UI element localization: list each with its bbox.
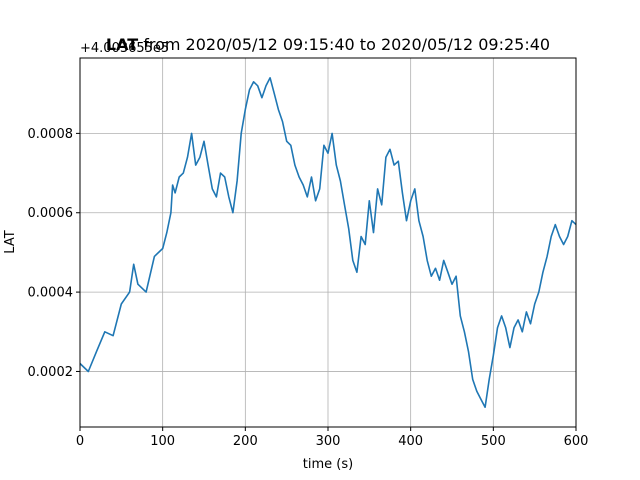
x-tick-label: 300 — [316, 434, 341, 449]
chart-title: LAT from 2020/05/12 09:15:40 to 2020/05/… — [106, 35, 550, 54]
x-tick-label: 600 — [564, 434, 589, 449]
chart-title-bold: LAT — [106, 35, 138, 54]
x-tick-label: 100 — [150, 434, 175, 449]
y-tick-label: 0.0008 — [28, 127, 74, 142]
y-offset-label: +4.003655e5 — [80, 41, 169, 56]
chart-title-rest: from 2020/05/12 09:15:40 to 2020/05/12 0… — [138, 35, 550, 54]
plot-area: 0 100 200 300 400 500 600 0.0002 0.0004 0.0006 0.0… — [28, 57, 589, 449]
x-tick-label: 200 — [233, 434, 258, 449]
x-tick-label: 500 — [481, 434, 506, 449]
y-tick-label: 0.0004 — [28, 286, 74, 301]
x-axis-label: time (s) — [303, 457, 353, 472]
y-tick-label: 0.0006 — [28, 206, 74, 221]
series-line — [79, 77, 577, 409]
x-tick-label: 0 — [76, 434, 84, 449]
y-axis-label: LAT — [3, 230, 18, 253]
x-tick-label: 400 — [398, 434, 423, 449]
y-tick-label: 0.0002 — [28, 365, 74, 380]
